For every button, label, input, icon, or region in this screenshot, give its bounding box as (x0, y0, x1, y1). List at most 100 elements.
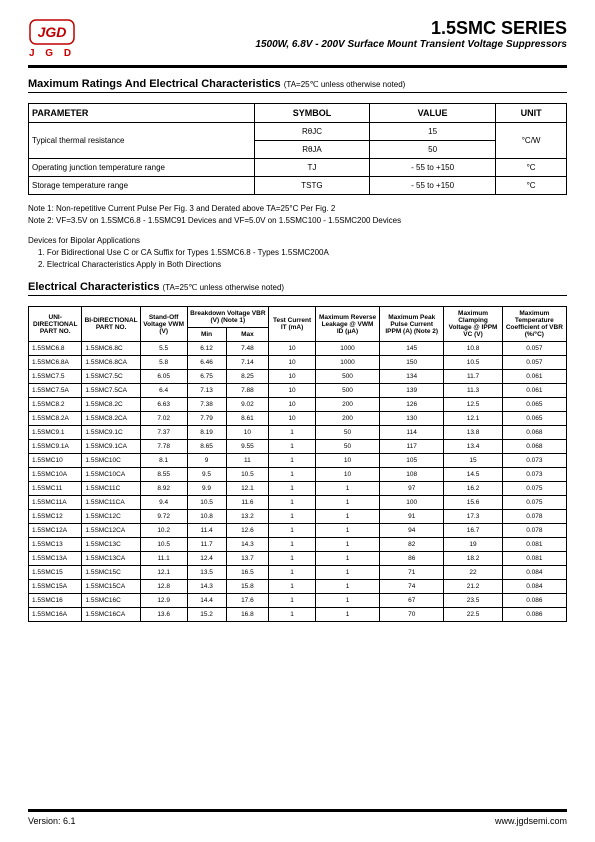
table-cell: 7.14 (226, 356, 269, 370)
table-cell: 105 (380, 454, 444, 468)
table-cell: 0.061 (502, 370, 566, 384)
table-cell: 1 (315, 608, 379, 622)
table-cell: 11.4 (187, 524, 226, 538)
table-cell: 6.4 (140, 384, 187, 398)
table-cell: 6.75 (187, 370, 226, 384)
cell-val: - 55 to +150 (370, 177, 496, 195)
table-cell: 13.2 (226, 510, 269, 524)
table-cell: 1.5SMC6.8 (29, 342, 82, 356)
table-cell: 1 (315, 524, 379, 538)
eh-peak: Maximum Peak Pulse Current IPPM (A) (Not… (380, 307, 444, 342)
table-cell: 0.084 (502, 566, 566, 580)
table-cell: 0.081 (502, 538, 566, 552)
table-cell: 130 (380, 412, 444, 426)
table-cell: 94 (380, 524, 444, 538)
table-cell: 6.05 (140, 370, 187, 384)
table-cell: 7.13 (187, 384, 226, 398)
table-cell: 1 (269, 468, 316, 482)
table-cell: 9.4 (140, 496, 187, 510)
table-cell: 74 (380, 580, 444, 594)
table-cell: 8.55 (140, 468, 187, 482)
table-cell: 12.8 (140, 580, 187, 594)
table-cell: 6.12 (187, 342, 226, 356)
table-row: 1.5SMC9.11.5SMC9.1C7.378.191015011413.80… (29, 426, 567, 440)
table-cell: 10 (269, 412, 316, 426)
table-cell: 12.5 (444, 398, 502, 412)
ratings-table: PARAMETER SYMBOL VALUE UNIT Typical ther… (28, 103, 567, 195)
table-cell: 1.5SMC10C (82, 454, 140, 468)
table-cell: 150 (380, 356, 444, 370)
table-cell: 91 (380, 510, 444, 524)
table-cell: 14.3 (226, 538, 269, 552)
table-cell: 13.5 (187, 566, 226, 580)
table-cell: 1 (269, 608, 316, 622)
table-cell: 145 (380, 342, 444, 356)
table-cell: 15 (444, 454, 502, 468)
table-cell: 1.5SMC8.2CA (82, 412, 140, 426)
table-cell: 1 (315, 552, 379, 566)
table-cell: 0.065 (502, 412, 566, 426)
table-cell: 11.6 (226, 496, 269, 510)
cell-param-thermal: Typical thermal resistance (29, 123, 255, 159)
cell-param: Storage temperature range (29, 177, 255, 195)
table-row: 1.5SMC6.8A1.5SMC6.8CA5.86.467.1410100015… (29, 356, 567, 370)
table-cell: 10 (269, 384, 316, 398)
table-row: 1.5SMC8.2A1.5SMC8.2CA7.027.798.611020013… (29, 412, 567, 426)
table-cell: 23.5 (444, 594, 502, 608)
table-cell: 0.084 (502, 580, 566, 594)
table-cell: 10 (315, 468, 379, 482)
eh-leakage: Maximum Reverse Leakage @ VWM ID (μA) (315, 307, 379, 342)
table-cell: 11.3 (444, 384, 502, 398)
table-cell: 15.6 (444, 496, 502, 510)
table-cell: 7.79 (187, 412, 226, 426)
table-row: 1.5SMC11A1.5SMC11CA9.410.511.61110015.60… (29, 496, 567, 510)
table-cell: 1.5SMC9.1C (82, 426, 140, 440)
title-block: 1.5SMC SERIES 1500W, 6.8V - 200V Surface… (255, 18, 567, 50)
eh-clamp: Maximum Clamping Voltage @ IPPM VC (V) (444, 307, 502, 342)
table-cell: 7.48 (226, 342, 269, 356)
table-cell: 21.2 (444, 580, 502, 594)
table-cell: 7.38 (187, 398, 226, 412)
table-cell: 13.4 (444, 440, 502, 454)
table-cell: 1.5SMC6.8CA (82, 356, 140, 370)
table-cell: 1 (269, 510, 316, 524)
cell-val: 15 (370, 123, 496, 141)
table-cell: 12.6 (226, 524, 269, 538)
table-cell: 1.5SMC13CA (82, 552, 140, 566)
table-cell: 10.2 (140, 524, 187, 538)
table-cell: 1.5SMC7.5C (82, 370, 140, 384)
table-cell: 12.1 (140, 566, 187, 580)
table-cell: 1.5SMC12 (29, 510, 82, 524)
table-cell: 0.073 (502, 454, 566, 468)
table-cell: 126 (380, 398, 444, 412)
table-cell: 1.5SMC15A (29, 580, 82, 594)
table-cell: 1 (269, 482, 316, 496)
table-cell: 1.5SMC7.5A (29, 384, 82, 398)
table-cell: 12.1 (226, 482, 269, 496)
footer-version: Version: 6.1 (28, 816, 76, 826)
table-cell: 17.6 (226, 594, 269, 608)
table-cell: 1.5SMC15 (29, 566, 82, 580)
table-cell: 10.5 (226, 468, 269, 482)
table-cell: 1.5SMC16A (29, 608, 82, 622)
table-cell: 1 (269, 594, 316, 608)
table-cell: 16.5 (226, 566, 269, 580)
table-row: 1.5SMC16A1.5SMC16CA13.615.216.8117022.50… (29, 608, 567, 622)
table-cell: 15.8 (226, 580, 269, 594)
table-cell: 1 (269, 496, 316, 510)
table-cell: 1 (269, 524, 316, 538)
table-cell: 50 (315, 426, 379, 440)
table-cell: 134 (380, 370, 444, 384)
table-cell: 10 (226, 426, 269, 440)
table-cell: 1.5SMC10CA (82, 468, 140, 482)
table-cell: 1 (315, 580, 379, 594)
eh-temp: Maximum Temperature Coefficient of VBR (… (502, 307, 566, 342)
table-cell: 22 (444, 566, 502, 580)
table-cell: 0.075 (502, 496, 566, 510)
table-cell: 14.3 (187, 580, 226, 594)
table-cell: 9 (187, 454, 226, 468)
electrical-table: UNI-DIRECTIONAL PART NO. BI-DIRECTIONAL … (28, 306, 567, 622)
table-row: 1.5SMC121.5SMC12C9.7210.813.2119117.30.0… (29, 510, 567, 524)
table-row: 1.5SMC12A1.5SMC12CA10.211.412.6119416.70… (29, 524, 567, 538)
table-cell: 1 (269, 552, 316, 566)
